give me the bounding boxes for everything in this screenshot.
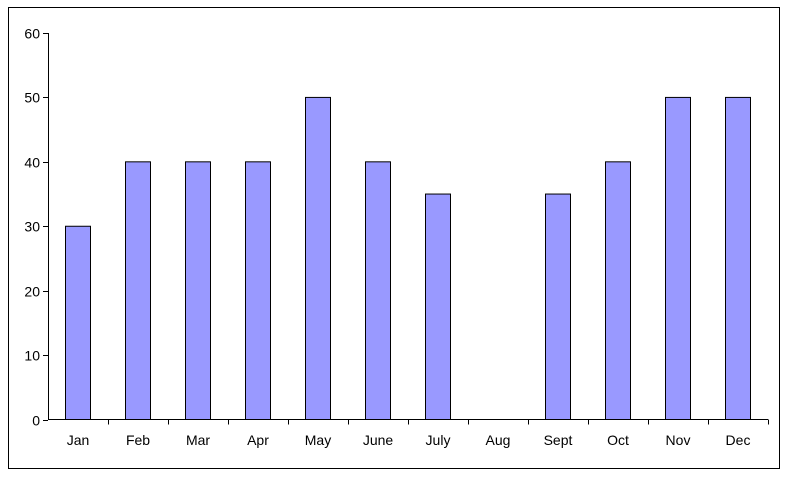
y-tick-label: 40 [24,155,40,171]
x-axis-ticks: Jan Feb Mar Apr May June July Aug Sept Oct Nov Dec [67,419,769,448]
y-tick-label: 30 [24,219,40,235]
y-tick-label: 10 [24,348,40,364]
x-tick-label: Apr [247,432,269,448]
x-tick-label: Dec [726,432,751,448]
bar-nov [665,96,691,421]
x-tick-label: Aug [486,432,511,448]
x-tick-label: May [305,432,331,448]
bar-mar [185,161,211,420]
bar-may [305,96,331,421]
bar-jan [65,225,91,420]
y-axis-ticks: 0 10 20 30 40 50 60 [24,26,48,429]
x-tick-label: June [363,432,394,448]
bar-feb [125,161,151,420]
bar-oct [605,161,631,420]
x-tick-label: July [426,432,451,448]
x-tick-label: Mar [186,432,210,448]
chart-border [8,7,780,469]
y-tick-label: 60 [24,26,40,42]
x-tick-label: Oct [607,432,629,448]
bar-sept [545,193,571,420]
x-tick-label: Feb [126,432,150,448]
bar-july [425,193,451,420]
y-tick-label: 20 [24,284,40,300]
y-tick-label: 0 [32,413,40,429]
y-tick-label: 50 [24,90,40,106]
x-tick-label: Sept [544,432,573,448]
x-tick-label: Jan [67,432,90,448]
bars-group [65,96,751,421]
bar-june [365,161,391,420]
x-tick-label: Nov [666,432,691,448]
bar-apr [245,161,271,420]
bar-dec [725,96,751,421]
